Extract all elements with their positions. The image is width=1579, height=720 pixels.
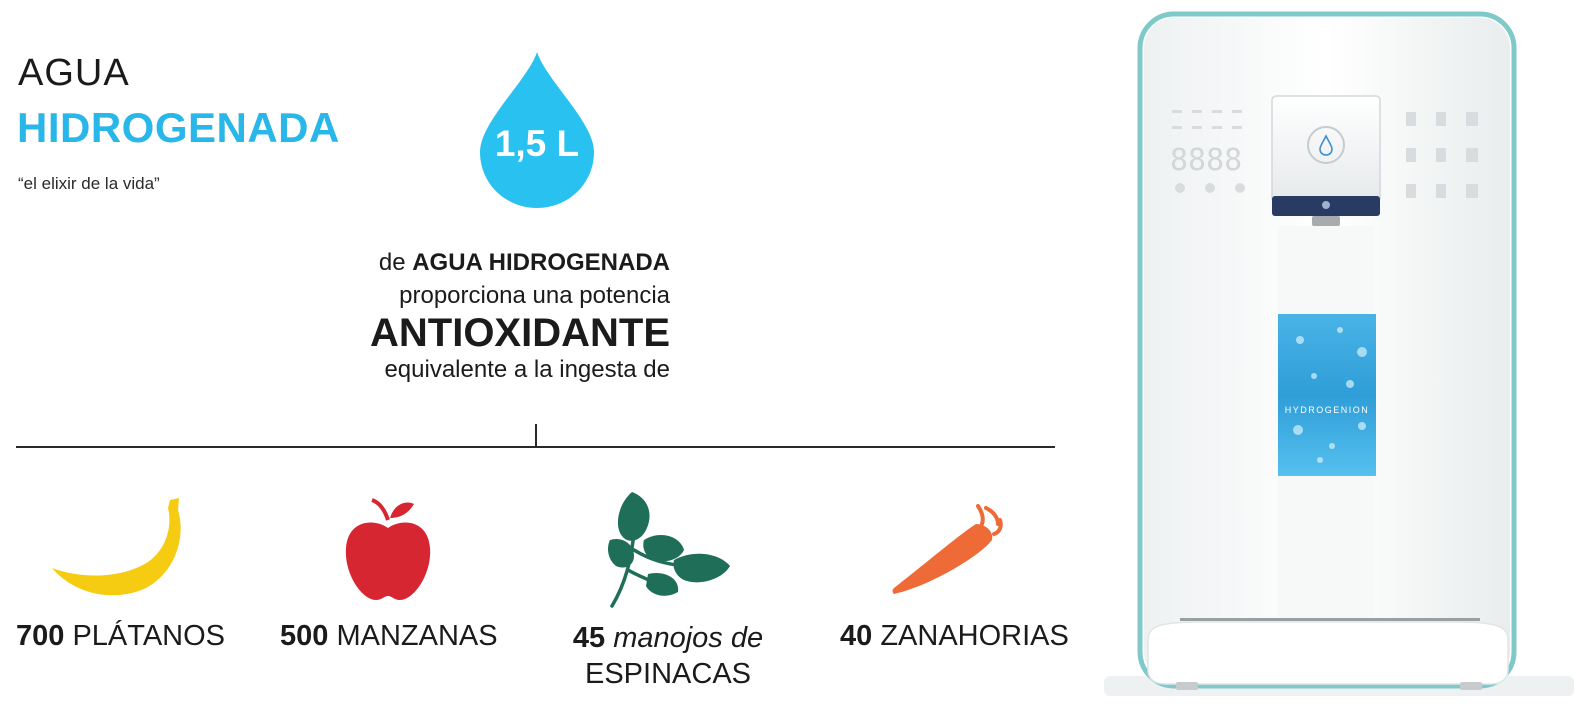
label-bananas: 700 PLÁTANOS [16, 620, 225, 653]
label-apples: 500 MANZANAS [280, 620, 498, 653]
drop-volume-label: 1,5 L [494, 123, 580, 164]
dispenser-display: 8888 [1170, 143, 1242, 178]
bananas-name: PLÁTANOS [72, 620, 226, 652]
hydrogen-water-dispenser-image: 8888 HYDROGENION [1104, 11, 1574, 696]
label-carrots: 40 ZANAHORIAS [840, 620, 1069, 653]
statement-prefix: de [378, 249, 413, 276]
title-line-1: AGUA [18, 52, 130, 94]
statement-line-3: ANTIOXIDANTE [370, 311, 670, 355]
antioxidant-statement: de AGUA HIDROGENADA proporciona una pote… [330, 246, 670, 386]
statement-line-4: equivalente a la ingesta de [384, 356, 670, 383]
apple-icon [345, 498, 431, 600]
apples-name: MANZANAS [336, 620, 498, 652]
subtitle-quote: “el elixir de la vida” [18, 174, 160, 193]
statement-line-1: de AGUA HIDROGENADA [330, 246, 670, 280]
label-spinach: 45 manojos de ESPINACAS [560, 620, 776, 692]
divider-tick [535, 424, 537, 446]
spinach-icon [608, 492, 730, 608]
carrots-name: ZANAHORIAS [880, 620, 1069, 652]
bananas-count: 700 [16, 620, 65, 652]
spinach-count: 45 [572, 622, 606, 654]
spinach-unit: manojos de [613, 622, 764, 654]
spinach-name: ESPINACAS [585, 658, 751, 690]
banana-icon [52, 498, 181, 596]
water-drop-icon [480, 52, 594, 208]
apples-count: 500 [280, 620, 329, 652]
title-line-2: HIDROGENADA [17, 104, 340, 151]
carrot-icon [892, 504, 1003, 594]
statement-highlight: AGUA HIDROGENADA [412, 249, 670, 276]
carrots-count: 40 [840, 620, 873, 652]
statement-line-2: proporciona una potencia [399, 282, 670, 309]
dispenser-brand-text: HYDROGENION [1285, 405, 1370, 415]
divider-line [16, 446, 1055, 448]
